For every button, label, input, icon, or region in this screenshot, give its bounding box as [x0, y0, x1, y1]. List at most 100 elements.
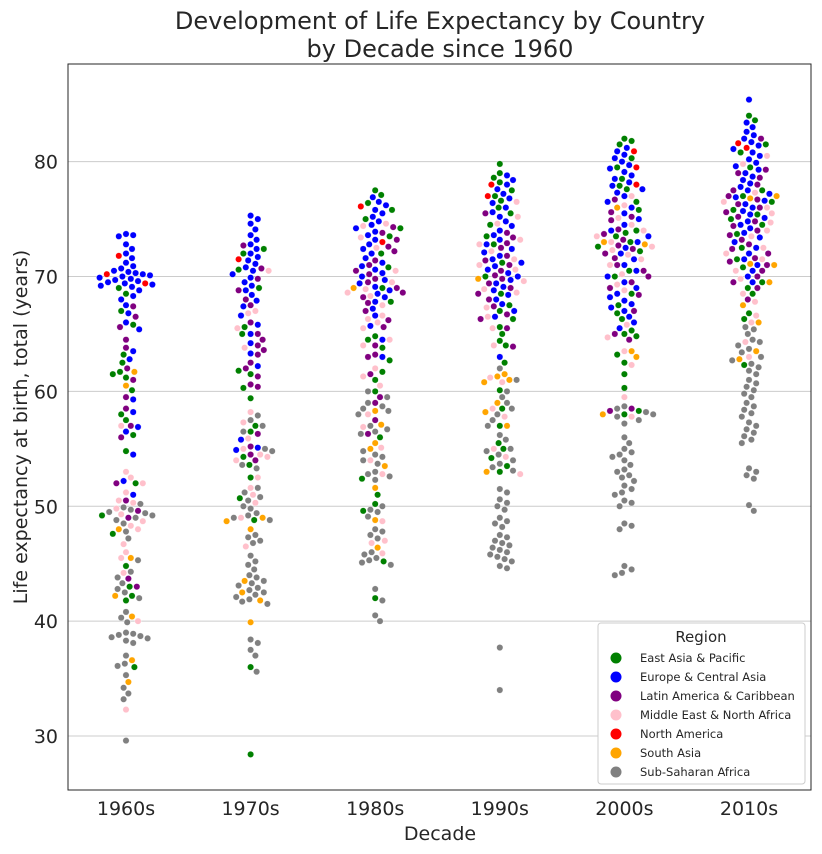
point-2000s-63	[636, 247, 644, 255]
point-1960s-97	[115, 525, 123, 533]
point-2010s-108	[749, 290, 756, 298]
point-2010s-151	[750, 429, 758, 437]
point-2010s-64	[767, 219, 774, 226]
point-2010s-11	[762, 141, 770, 148]
point-1980s-44	[365, 270, 373, 278]
point-1970s-30	[242, 296, 250, 303]
point-2000s-64	[617, 250, 625, 257]
point-1980s-42	[392, 267, 399, 275]
point-1980s-140	[379, 517, 386, 525]
point-1970s-60	[247, 394, 254, 402]
point-1990s-88	[503, 324, 511, 332]
point-2000s-105	[633, 332, 640, 340]
point-1990s-42	[480, 249, 488, 256]
point-1990s-69	[490, 286, 498, 294]
point-1970s-92	[249, 491, 257, 499]
point-1990s-4	[509, 176, 517, 184]
point-1970s-12	[254, 253, 262, 261]
point-1980s-69	[371, 312, 379, 319]
point-1990s-113	[482, 408, 489, 416]
point-1960s-29	[135, 286, 143, 294]
point-1960s-65	[122, 428, 130, 435]
point-2010s-158	[750, 475, 758, 483]
point-2010s-49	[734, 200, 742, 208]
point-2010s-110	[744, 296, 752, 303]
point-2000s-14	[621, 168, 628, 176]
point-2010s-80	[738, 244, 746, 252]
point-1970s-100	[244, 512, 252, 519]
point-1980s-120	[379, 453, 386, 461]
point-2000s-23	[639, 185, 646, 193]
point-2010s-99	[744, 273, 752, 280]
point-1990s-67	[507, 284, 514, 292]
point-1960s-17	[119, 273, 126, 280]
point-2010s-69	[754, 227, 761, 234]
point-2010s-63	[751, 218, 759, 225]
point-1980s-22	[386, 232, 393, 240]
point-1980s-109	[359, 423, 367, 431]
point-1960s-76	[122, 489, 130, 496]
point-2000s-92	[615, 301, 622, 309]
point-1980s-12	[375, 218, 383, 225]
point-2000s-84	[606, 284, 614, 292]
point-1990s-116	[489, 416, 496, 424]
point-1980s-2	[369, 193, 377, 201]
point-2010s-53	[730, 206, 737, 214]
point-1960s-87	[141, 509, 149, 517]
point-2000s-134	[616, 451, 623, 458]
point-1990s-161	[503, 564, 511, 572]
data-points	[96, 96, 780, 758]
point-1990s-153	[489, 544, 496, 551]
point-2000s-151	[628, 522, 635, 530]
point-1980s-159	[371, 612, 379, 619]
point-1960s-120	[122, 597, 130, 604]
y-tick-label-50: 50	[34, 496, 58, 518]
point-1960s-5	[122, 250, 130, 257]
legend-marker-europe-and-central-asia	[610, 671, 622, 683]
point-1980s-119	[371, 451, 379, 458]
point-1980s-95	[364, 388, 372, 395]
x-tick-label-1990s: 1990s	[471, 798, 529, 820]
point-1980s-51	[371, 283, 379, 291]
point-1990s-29	[503, 229, 511, 237]
point-2000s-74	[633, 267, 640, 275]
point-1960s-109	[120, 569, 127, 577]
point-2010s-18	[763, 152, 771, 160]
x-axis-label: Decade	[404, 823, 476, 845]
point-2000s-9	[618, 158, 626, 166]
point-1990s-76	[498, 300, 506, 308]
point-1980s-61	[381, 293, 389, 301]
point-2010s-90	[726, 258, 734, 265]
point-1990s-54	[512, 266, 519, 273]
point-1960s-68	[122, 447, 130, 455]
point-1960s-48	[123, 365, 131, 372]
point-1970s-139	[253, 668, 260, 676]
point-1960s-69	[129, 451, 137, 458]
point-1990s-86	[477, 315, 484, 323]
legend-label-europe-and-central-asia: Europe & Central Asia	[640, 670, 766, 684]
point-1990s-47	[482, 257, 489, 264]
point-2000s-53	[634, 238, 641, 246]
point-1970s-3	[252, 226, 259, 233]
point-1970s-86	[253, 464, 260, 472]
point-1970s-108	[252, 531, 259, 539]
point-1970s-45	[247, 339, 254, 347]
point-1960s-111	[125, 575, 132, 583]
point-1990s-93	[490, 342, 498, 349]
point-2010s-37	[751, 189, 759, 197]
point-1970s-70	[244, 435, 252, 442]
point-2000s-109	[628, 347, 635, 355]
point-1970s-84	[246, 461, 253, 469]
point-1970s-16	[242, 263, 250, 271]
point-1970s-124	[246, 586, 253, 594]
point-1990s-147	[498, 523, 506, 531]
point-1960s-71	[127, 474, 135, 481]
point-1990s-65	[485, 280, 493, 287]
point-1990s-146	[491, 520, 499, 527]
point-1990s-159	[508, 558, 516, 565]
point-2000s-121	[606, 407, 614, 415]
point-1990s-123	[500, 445, 507, 453]
point-1960s-7	[128, 254, 136, 262]
point-2010s-143	[743, 399, 750, 407]
point-2010s-57	[746, 211, 754, 218]
